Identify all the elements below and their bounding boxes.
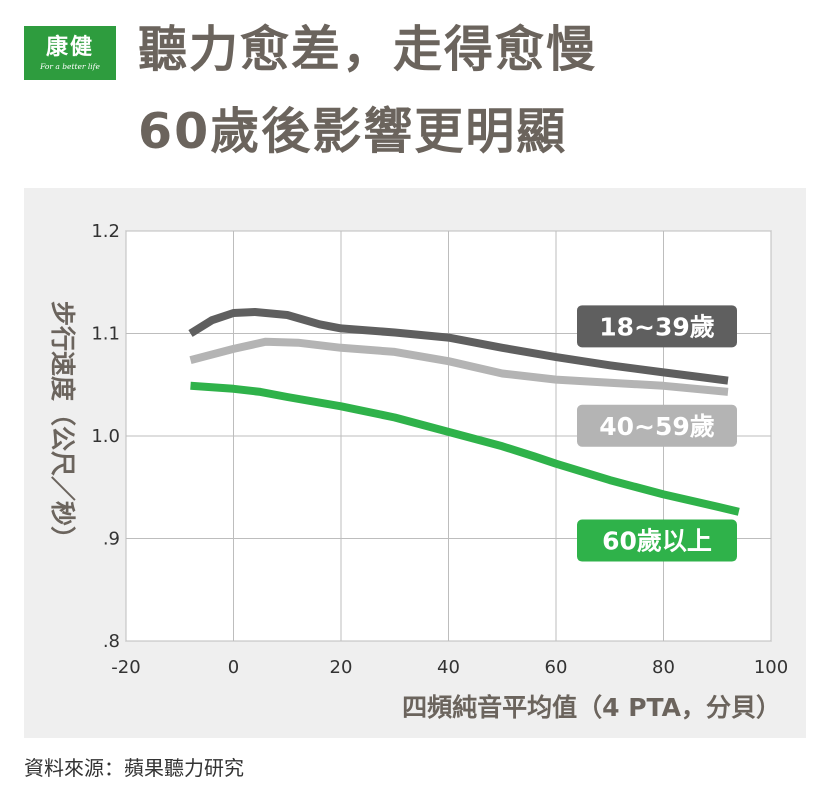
x-tick-label: 60 — [545, 657, 568, 678]
series-label-text: 18~39歲 — [599, 312, 715, 341]
y-tick-label: .9 — [103, 529, 120, 550]
series-label-box — [577, 305, 737, 348]
headline-line-2: 60歲後影響更明顯 — [138, 103, 568, 160]
series-label-2: 40~59歲 — [577, 404, 737, 447]
x-tick-label: 0 — [228, 657, 239, 678]
chart-panel: -20 0 20 40 60 80 100 .8 .9 1.0 1.1 1.2 18~39歲 40~59歲… — [24, 188, 806, 738]
series-label-box — [577, 519, 737, 562]
series-label-box — [577, 404, 737, 447]
series-label-text: 40~59歲 — [599, 412, 715, 441]
y-axis-title: 步行速度（公尺／秒） — [48, 301, 77, 551]
series-label-3: 60歲以上 — [577, 519, 737, 562]
x-tick-label: 20 — [330, 657, 353, 678]
y-tick-label: 1.2 — [91, 221, 120, 242]
x-axis-title: 四頻純音平均值（4 PTA，分貝） — [402, 693, 781, 722]
line-chart: -20 0 20 40 60 80 100 .8 .9 1.0 1.1 1.2 18~39歲 40~59歲… — [48, 221, 788, 722]
y-tick-label: .8 — [103, 631, 120, 652]
brand-logo: 康健 For a better life — [24, 26, 116, 80]
y-tick-label: 1.1 — [91, 324, 120, 345]
source-note: 資料來源：蘋果聽力研究 — [24, 756, 244, 780]
headline-line-1: 聽力愈差，走得愈慢 — [138, 21, 598, 78]
series-line-3 — [190, 381, 740, 516]
brand-tagline: For a better life — [40, 62, 100, 71]
series-label-text: 60歲以上 — [602, 527, 712, 556]
series-label-1: 18~39歲 — [577, 305, 737, 348]
x-tick-label: -20 — [111, 657, 140, 678]
x-tick-label: 80 — [652, 657, 675, 678]
series-line-2 — [189, 337, 729, 396]
series-line-1 — [188, 308, 729, 385]
x-tick-label: 100 — [754, 657, 788, 678]
x-tick-label: 40 — [437, 657, 460, 678]
brand-logo-text: 康健 — [45, 34, 94, 60]
y-tick-label: 1.0 — [91, 426, 120, 447]
